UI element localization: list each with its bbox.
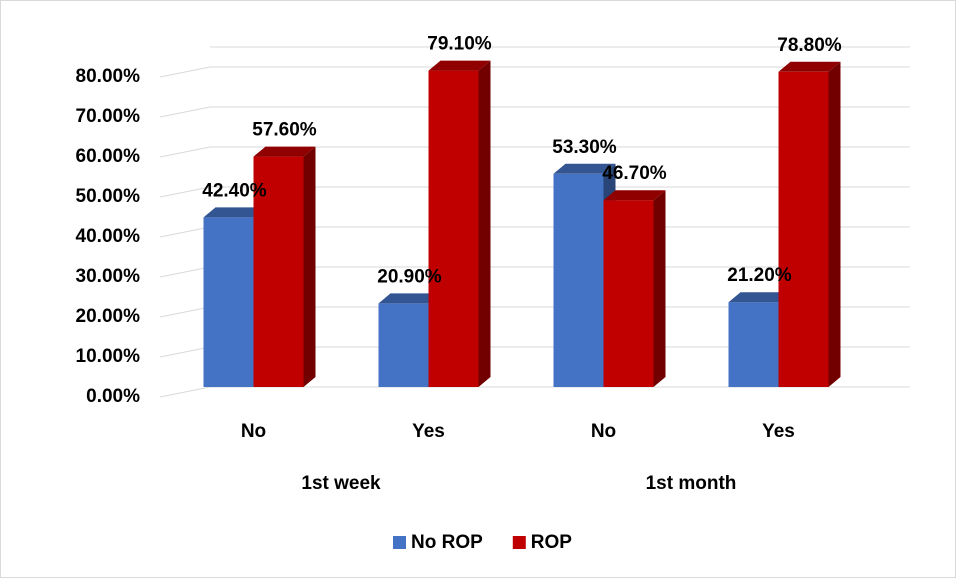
group-label: 1st week <box>301 473 381 494</box>
x-tick-label: No <box>241 421 266 442</box>
data-label: 46.70% <box>602 163 667 184</box>
bar-top <box>203 207 266 218</box>
y-tick-label: 0.00% <box>86 386 140 407</box>
data-label: 57.60% <box>252 120 317 141</box>
bar-top <box>378 293 441 304</box>
x-tick-label: Yes <box>412 421 445 442</box>
grid-line <box>159 146 910 158</box>
legend-label: No ROP <box>411 532 483 553</box>
data-label: 20.90% <box>377 266 442 287</box>
legend-swatch <box>512 536 526 549</box>
data-label: 79.10% <box>427 34 492 55</box>
bar-top <box>253 146 316 157</box>
y-tick-label: 80.00% <box>76 66 141 87</box>
y-tick-label: 30.00% <box>76 266 141 287</box>
bar-top <box>778 61 841 72</box>
data-label: 42.40% <box>202 180 267 201</box>
bar <box>553 173 604 387</box>
bar-top <box>728 292 791 303</box>
y-tick-label: 40.00% <box>76 226 141 247</box>
grid-line <box>159 106 910 118</box>
grid-line <box>159 66 910 78</box>
bar <box>378 303 429 387</box>
bar-top <box>428 60 491 71</box>
bar-side <box>303 146 316 387</box>
y-tick-label: 20.00% <box>76 306 141 327</box>
y-tick-label: 10.00% <box>76 346 141 367</box>
bar <box>778 71 829 388</box>
bar <box>603 200 654 387</box>
bar-side <box>653 190 666 387</box>
data-label: 78.80% <box>777 35 842 56</box>
x-tick-label: No <box>591 421 616 442</box>
grid-line <box>159 186 910 198</box>
y-tick-label: 50.00% <box>76 186 141 207</box>
bar-top <box>603 190 666 201</box>
bar <box>203 217 254 387</box>
bar-side <box>828 61 841 388</box>
x-tick-label: Yes <box>762 421 795 442</box>
data-label: 21.20% <box>727 265 792 286</box>
bar-side <box>478 60 491 387</box>
group-label: 1st month <box>646 473 737 494</box>
legend-swatch <box>393 536 406 549</box>
bar-top <box>553 163 616 174</box>
y-tick-label: 60.00% <box>76 146 141 167</box>
bar <box>728 302 779 387</box>
data-label: 53.30% <box>552 137 617 158</box>
bar <box>428 70 479 387</box>
y-tick-label: 70.00% <box>76 106 141 127</box>
bar <box>253 156 304 387</box>
legend-label: ROP <box>531 532 573 553</box>
